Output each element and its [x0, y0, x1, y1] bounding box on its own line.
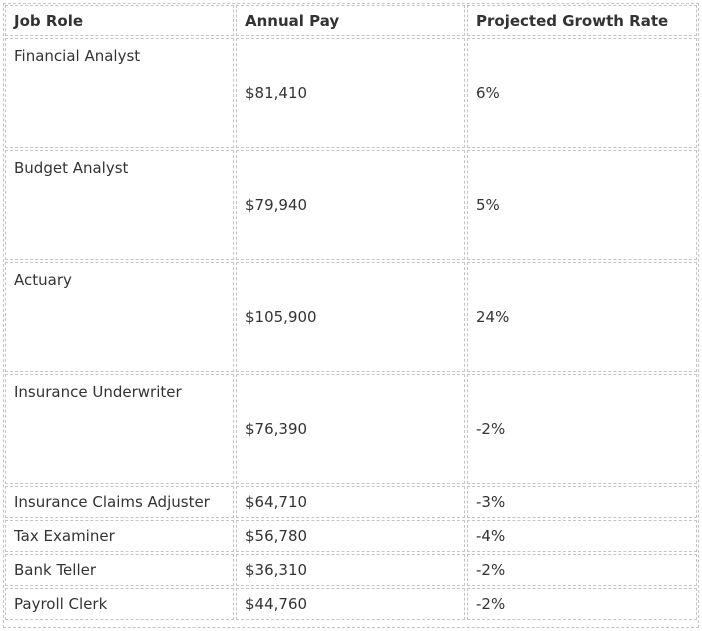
cell-annual-pay: $79,940	[236, 150, 465, 260]
cell-annual-pay: $105,900	[236, 262, 465, 372]
table-row: Bank Teller $36,310 -2%	[5, 554, 697, 586]
table-row: Payroll Clerk $44,760 -2%	[5, 588, 697, 620]
table-body: Financial Analyst $81,410 6% Budget Analyst…	[5, 38, 697, 620]
cell-growth-rate: 5%	[467, 150, 697, 260]
cell-job-role: Bank Teller	[5, 554, 234, 586]
cell-annual-pay: $81,410	[236, 38, 465, 148]
table-row: Financial Analyst $81,410 6%	[5, 38, 697, 148]
table-row: Insurance Underwriter $76,390 -2%	[5, 374, 697, 484]
header-annual-pay: Annual Pay	[236, 5, 465, 36]
job-pay-table: Job Role Annual Pay Projected Growth Rat…	[3, 3, 699, 622]
cell-annual-pay: $64,710	[236, 486, 465, 518]
cell-job-role: Actuary	[5, 262, 234, 372]
cell-job-role: Tax Examiner	[5, 520, 234, 552]
cell-growth-rate: -4%	[467, 520, 697, 552]
table-row: Actuary $105,900 24%	[5, 262, 697, 372]
cell-annual-pay: $44,760	[236, 588, 465, 620]
cell-annual-pay: $76,390	[236, 374, 465, 484]
table-container	[3, 3, 699, 628]
cell-growth-rate: -2%	[467, 374, 697, 484]
header-job-role: Job Role	[5, 5, 234, 36]
cell-growth-rate: -2%	[467, 588, 697, 620]
cell-job-role: Insurance Claims Adjuster	[5, 486, 234, 518]
cell-job-role: Financial Analyst	[5, 38, 234, 148]
cell-growth-rate: -2%	[467, 554, 697, 586]
cell-annual-pay: $36,310	[236, 554, 465, 586]
cell-annual-pay: $56,780	[236, 520, 465, 552]
table-row: Tax Examiner $56,780 -4%	[5, 520, 697, 552]
cell-job-role: Insurance Underwriter	[5, 374, 234, 484]
cell-job-role: Payroll Clerk	[5, 588, 234, 620]
cell-growth-rate: -3%	[467, 486, 697, 518]
table-header-row: Job Role Annual Pay Projected Growth Rat…	[5, 5, 697, 36]
cell-job-role: Budget Analyst	[5, 150, 234, 260]
header-projected-growth-rate: Projected Growth Rate	[467, 5, 697, 36]
table-row: Insurance Claims Adjuster $64,710 -3%	[5, 486, 697, 518]
table-row: Budget Analyst $79,940 5%	[5, 150, 697, 260]
cell-growth-rate: 6%	[467, 38, 697, 148]
cell-growth-rate: 24%	[467, 262, 697, 372]
